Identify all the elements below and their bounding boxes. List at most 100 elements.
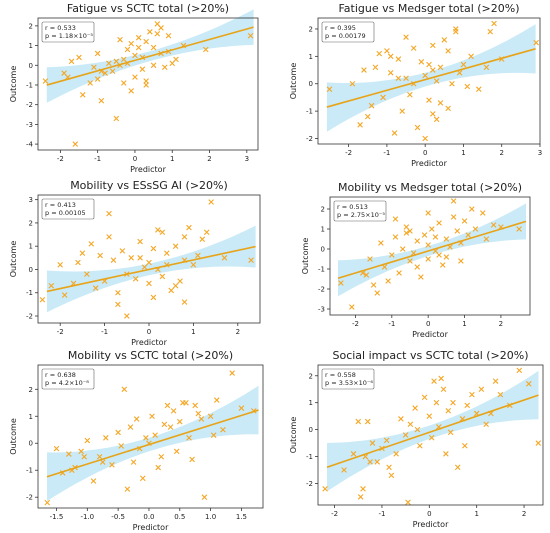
data-point [146,280,152,287]
data-point [195,252,201,259]
data-point [469,391,475,398]
data-point [483,64,490,71]
data-point [431,378,437,384]
data-point [106,234,112,240]
data-point [414,426,421,433]
data-point [445,407,452,414]
data-point [376,50,383,57]
data-point [128,40,135,47]
plot-frame [317,364,544,506]
x-tick-label: 0 [147,328,151,336]
y-axis-label: Outcome [301,238,310,275]
x-tick-label: 1 [191,328,195,336]
data-point [428,434,435,441]
stats-box [41,368,95,390]
data-point [468,53,474,60]
data-point [53,445,60,452]
y-tick-label: -2 [26,101,33,109]
data-point [425,242,431,248]
y-tick-label: 2 [29,219,33,227]
data-point [96,453,103,460]
y-tick-label: -4 [26,141,34,149]
data-point [422,135,428,142]
data-point [367,256,373,262]
data-point [396,270,402,276]
y-tick-label: 0 [29,266,33,274]
x-tick-label: -2 [345,149,352,157]
data-point [199,236,206,243]
regression-line [326,394,539,468]
data-point [99,459,106,465]
data-point [186,435,192,441]
x-axis-label: Predictor [411,159,447,168]
data-point [207,413,214,420]
stat-r: r = 0.513 [337,203,368,211]
x-axis-label: Predictor [130,165,166,174]
x-tick-label: -2 [57,155,64,163]
data-point [338,280,344,286]
data-point [465,232,471,238]
data-point [385,278,391,284]
data-point [113,115,120,122]
data-point [79,250,86,256]
x-tick-label: -1.0 [80,513,94,521]
data-point [158,25,164,31]
data-point [124,46,131,53]
data-point [57,262,63,268]
data-point [198,416,205,422]
y-tick-label: 0 [309,80,313,88]
data-point [147,29,153,35]
data-point [460,61,467,68]
data-point [203,46,209,53]
y-tick-label: -3 [318,306,325,314]
data-point [42,78,49,84]
y-tick-label: -1 [306,453,313,461]
data-point [154,30,161,37]
data-point [443,236,450,242]
data-point [177,278,183,284]
data-point [491,20,497,27]
data-point [384,48,390,54]
data-point [119,248,126,254]
data-point [440,386,447,393]
data-point [186,224,192,231]
x-tick-label: -1 [94,155,101,163]
data-point [429,226,435,232]
x-tick-label: 0.5 [174,513,185,521]
data-point [430,42,436,49]
chart-panel-3: -2 -1 0 1 2 3 2 1 0 -1 -2 Mobility vs ESsSG AI (>20… [9,179,261,347]
data-point [426,413,433,419]
y-tick-label: 1 [309,399,313,407]
data-point [48,282,55,289]
data-point [170,408,177,414]
y-tick-label: -2 [306,480,313,488]
data-point [135,44,142,51]
data-point [418,274,424,280]
data-point [66,451,72,457]
data-point [405,499,411,506]
data-point [387,69,394,76]
data-point [380,94,386,101]
data-point [361,67,367,73]
x-tick-label: 0 [133,155,137,163]
data-point [132,275,139,282]
y-axis-label: Outcome [289,417,298,454]
y-tick-label: -1 [26,81,33,89]
data-point [130,459,137,465]
stats-box [333,200,387,222]
data-point [128,88,135,94]
data-point [173,448,180,455]
data-point [220,426,226,433]
data-point [516,367,523,374]
chart-panel-1: -2 -1 0 1 2 3 2 1 0 -1 -2 -3 -4 Fatigue vs SCTC total… [9,2,259,174]
data-point [445,48,451,54]
data-point [139,66,146,73]
data-point [181,234,188,240]
data-point [152,432,158,438]
data-point [386,464,392,471]
data-point [161,421,168,428]
data-point [106,60,112,67]
data-point [97,252,103,259]
data-point [349,80,356,87]
